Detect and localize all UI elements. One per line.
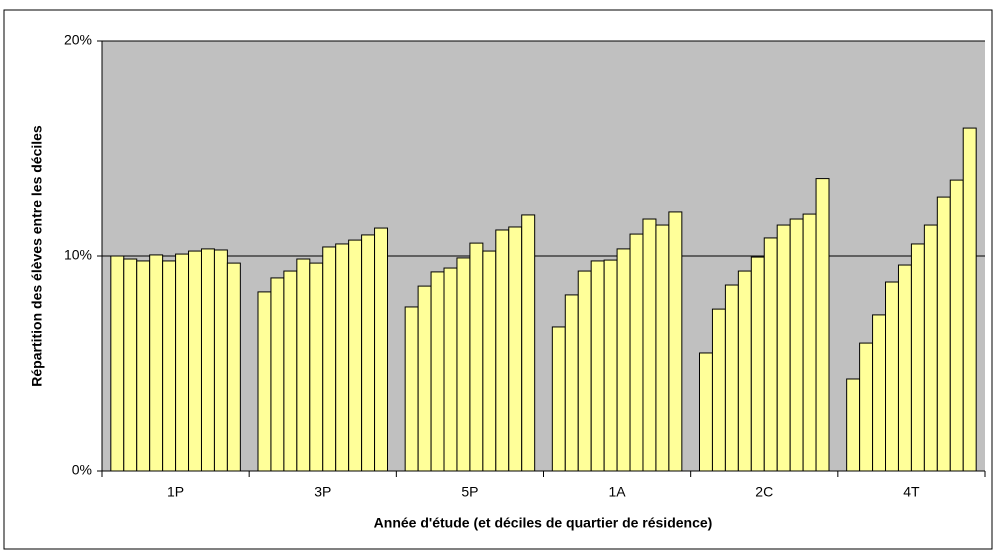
bar (469, 242, 484, 472)
bar (859, 342, 874, 472)
bar (577, 270, 592, 472)
x-tick-label: 1A (609, 484, 627, 500)
bar (846, 378, 861, 472)
x-tick-label: 5P (461, 484, 478, 500)
bar (482, 250, 497, 472)
bar (885, 281, 899, 472)
bar (495, 229, 510, 472)
bar (200, 248, 215, 472)
bar (270, 277, 285, 472)
bar (404, 306, 419, 472)
bar (283, 270, 298, 472)
bar (456, 257, 471, 472)
bar (430, 271, 445, 472)
y-axis-title: Répartition des élèves entre les déciles (29, 125, 45, 387)
bar (923, 224, 938, 472)
bar (737, 270, 752, 472)
bar (296, 258, 311, 472)
bar (711, 308, 726, 472)
bar (872, 314, 887, 472)
x-tick-label: 4T (903, 484, 920, 500)
bar (910, 243, 925, 472)
bar (802, 213, 817, 472)
x-tick-label: 3P (314, 484, 331, 500)
bar (763, 237, 778, 472)
x-tick-label: 1P (167, 484, 184, 500)
bar (551, 326, 566, 472)
bar (335, 243, 350, 472)
bar (815, 178, 830, 472)
bar (750, 256, 765, 472)
bar (149, 254, 164, 472)
bar (508, 226, 523, 472)
bar (642, 218, 657, 472)
bar (226, 262, 241, 472)
bar (590, 260, 605, 472)
y-tick-label: 20% (64, 32, 92, 48)
bar (962, 127, 977, 472)
bar (668, 211, 683, 472)
bar (123, 258, 138, 472)
bar (936, 196, 951, 472)
bar (655, 224, 670, 472)
bar (949, 179, 964, 472)
bar (564, 294, 579, 472)
bar (213, 249, 228, 472)
bar (789, 218, 804, 472)
bar (162, 260, 177, 472)
bar (361, 234, 376, 472)
y-tick-label: 10% (64, 247, 92, 263)
bar (521, 214, 536, 472)
bar (698, 352, 713, 472)
bar (257, 291, 272, 472)
bar (603, 259, 618, 472)
y-tick-label: 0% (72, 462, 92, 478)
bar (776, 224, 791, 472)
bar (136, 260, 151, 472)
bar (443, 267, 458, 472)
bar (309, 262, 324, 472)
bar (629, 233, 644, 472)
bar (110, 255, 125, 472)
bar (348, 239, 363, 472)
bar (322, 246, 337, 472)
x-tick-label: 2C (755, 484, 773, 500)
bar (616, 248, 631, 472)
x-axis-title: Année d'étude (et déciles de quartier de… (374, 515, 713, 531)
bar (374, 227, 389, 472)
bar (417, 285, 432, 472)
bar (175, 253, 190, 472)
bar (897, 264, 912, 472)
bar (188, 250, 202, 472)
bar (724, 284, 739, 472)
